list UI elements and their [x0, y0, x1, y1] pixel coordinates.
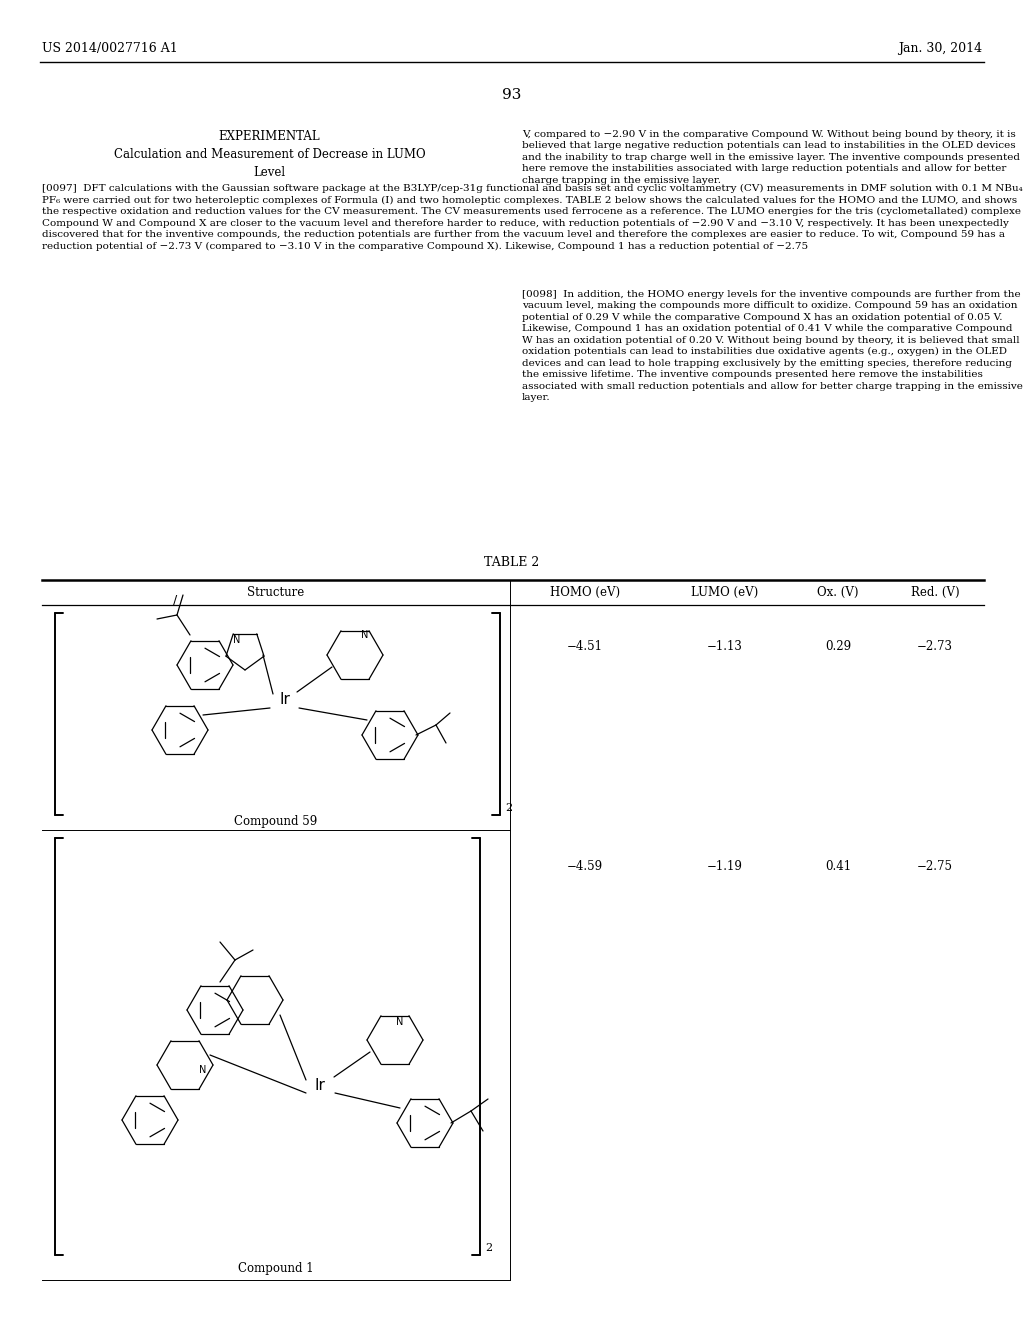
Text: −1.19: −1.19 [707, 861, 743, 873]
Text: 2: 2 [505, 803, 512, 813]
Text: −2.75: −2.75 [918, 861, 953, 873]
Text: 0.29: 0.29 [825, 640, 851, 653]
Text: −4.51: −4.51 [567, 640, 603, 653]
Text: TABLE 2: TABLE 2 [484, 556, 540, 569]
Text: Ox. (V): Ox. (V) [817, 586, 859, 599]
Text: N: N [396, 1016, 403, 1027]
Text: Jan. 30, 2014: Jan. 30, 2014 [898, 42, 982, 55]
Text: N: N [200, 1065, 207, 1074]
Text: Red. (V): Red. (V) [910, 586, 959, 599]
Text: Compound 59: Compound 59 [234, 814, 317, 828]
Text: −1.13: −1.13 [707, 640, 743, 653]
Text: V, compared to −2.90 V in the comparative Compound W. Without being bound by the: V, compared to −2.90 V in the comparativ… [522, 129, 1020, 185]
Text: 93: 93 [503, 88, 521, 102]
Text: −4.59: −4.59 [567, 861, 603, 873]
Text: 2: 2 [485, 1243, 493, 1253]
Text: Ir: Ir [314, 1077, 326, 1093]
Text: 0.41: 0.41 [825, 861, 851, 873]
Text: N: N [361, 630, 369, 640]
Text: Level: Level [253, 166, 286, 180]
Text: −2.73: −2.73 [918, 640, 953, 653]
Text: LUMO (eV): LUMO (eV) [691, 586, 759, 599]
Text: /: / [173, 594, 177, 606]
Text: HOMO (eV): HOMO (eV) [550, 586, 621, 599]
Text: N: N [233, 635, 241, 645]
Text: Ir: Ir [280, 693, 291, 708]
Text: EXPERIMENTAL: EXPERIMENTAL [219, 129, 321, 143]
Text: US 2014/0027716 A1: US 2014/0027716 A1 [42, 42, 178, 55]
Text: Structure: Structure [248, 586, 304, 599]
Text: [0098]  In addition, the HOMO energy levels for the inventive compounds are furt: [0098] In addition, the HOMO energy leve… [522, 290, 1023, 403]
Text: [0097]  DFT calculations with the Gaussian software package at the B3LYP/cep-31g: [0097] DFT calculations with the Gaussia… [42, 183, 1023, 251]
Text: Compound 1: Compound 1 [239, 1262, 313, 1275]
Text: Calculation and Measurement of Decrease in LUMO: Calculation and Measurement of Decrease … [114, 148, 425, 161]
